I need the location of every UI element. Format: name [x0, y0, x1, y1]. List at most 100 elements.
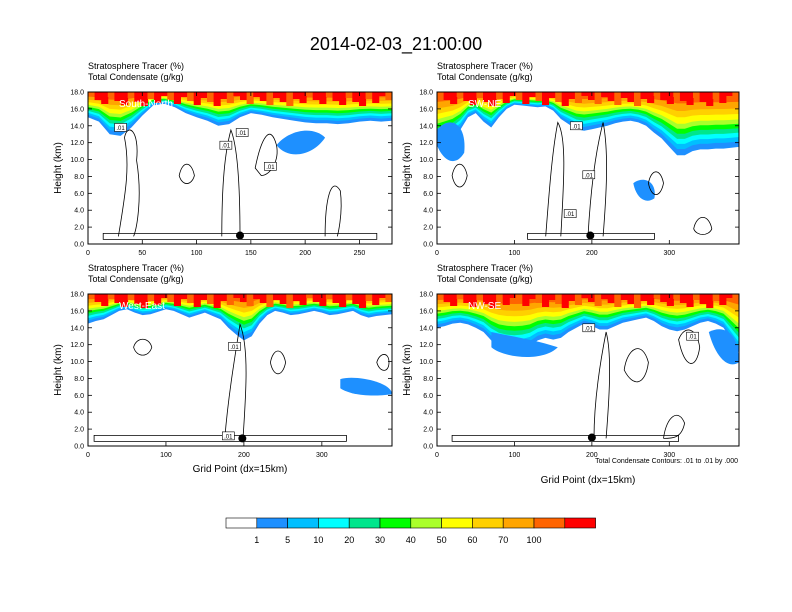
tracer-column — [378, 294, 386, 298]
tracer-column — [450, 92, 458, 104]
tracer-column — [352, 294, 360, 304]
plot-frame — [87, 91, 393, 245]
tracer-column — [140, 294, 148, 308]
y-tick-label: 14.0 — [419, 325, 433, 332]
tracer-column — [134, 92, 142, 102]
tracer-column — [226, 92, 234, 103]
location-marker — [238, 434, 247, 443]
contour-label-box — [563, 209, 577, 218]
tracer-column — [660, 92, 668, 100]
tracer-column — [647, 294, 655, 305]
x-axis-label: Grid Point (dx=15km) — [541, 475, 636, 486]
tracer-column — [712, 92, 720, 99]
tracer-column — [207, 92, 215, 102]
y-tick-label: 4.0 — [74, 410, 84, 417]
tracer-column — [107, 294, 115, 299]
tracer-column — [266, 92, 274, 105]
tracer-column — [640, 294, 648, 301]
condensate-contour — [221, 128, 241, 237]
y-tick-label: 2.0 — [423, 225, 433, 232]
tracer-column — [555, 294, 563, 304]
tracer-column — [522, 294, 530, 306]
contour-label-box — [235, 128, 249, 137]
x-tick-label: 250 — [354, 250, 366, 257]
y-tick-label: 0.0 — [74, 444, 84, 451]
tracer-column — [345, 294, 353, 300]
y-tick-label: 12.0 — [419, 342, 433, 349]
tracer-column — [200, 294, 208, 300]
x-tick-label: 100 — [191, 250, 203, 257]
colorbar-swatch — [441, 517, 473, 529]
tracer-column — [325, 92, 333, 97]
tracer-column — [299, 294, 307, 305]
tracer-column — [88, 92, 96, 96]
tracer-column — [568, 92, 576, 99]
contour-label-box — [264, 162, 277, 171]
colorbar-swatch — [410, 517, 442, 529]
y-tick-label: 8.0 — [423, 174, 433, 181]
tracer-column — [213, 92, 221, 106]
tracer-column — [94, 92, 102, 100]
tracer-column — [220, 294, 228, 301]
tracer-column — [594, 294, 602, 306]
colorbar-swatch — [533, 517, 566, 529]
tracer-column — [443, 294, 451, 302]
tracer-column — [725, 294, 733, 298]
x-tick-label: 0 — [86, 250, 90, 257]
tracer-column — [509, 92, 517, 96]
tracer-column — [359, 294, 367, 308]
colorbar-swatch — [348, 517, 381, 529]
colorbar-label: 60 — [467, 535, 477, 545]
tracer-column — [535, 294, 543, 303]
tracer-column — [568, 294, 576, 301]
tracer-column — [359, 92, 367, 106]
tracer-column — [220, 92, 228, 99]
x-tick-label: 300 — [663, 250, 675, 257]
tracer-column — [319, 92, 327, 104]
colorbar-label: 70 — [498, 535, 508, 545]
tracer-column — [496, 92, 504, 99]
tracer-column — [561, 92, 569, 106]
panel-title: Stratosphere Tracer (%) — [437, 263, 533, 273]
tracer-column — [515, 92, 523, 100]
tracer-column — [187, 294, 195, 303]
tracer-column — [489, 294, 497, 308]
tracer-column — [154, 92, 162, 103]
tracer-column — [437, 294, 445, 298]
tracer-column — [437, 92, 445, 96]
contour-label-box — [228, 342, 241, 351]
tracer-column — [279, 294, 287, 304]
tracer-column — [469, 294, 477, 307]
y-tick-label: 8.0 — [74, 376, 84, 383]
tracer-column — [522, 92, 530, 104]
condensate-blob — [276, 130, 326, 155]
panel-south-north: .01 .01 .01 .01 South-North Stratosphere Trac… — [53, 61, 393, 257]
tracer-field — [437, 294, 739, 365]
tracer-column — [101, 92, 109, 104]
y-tick-label: 8.0 — [423, 376, 433, 383]
tracer-column — [693, 92, 701, 98]
colorbar-swatch — [287, 517, 319, 529]
panel-label: NW-SE — [468, 301, 501, 312]
x-tick-label: 200 — [238, 452, 250, 459]
tracer-column — [273, 92, 281, 98]
tracer-column — [121, 294, 129, 307]
footnote: Total Condensate Contours: .01 to .01 by… — [595, 458, 738, 465]
colorbar-swatch — [318, 517, 350, 529]
condensate-blob — [340, 377, 392, 396]
tracer-column — [240, 92, 248, 100]
tracer-column — [634, 92, 642, 106]
tracer-column — [463, 294, 471, 303]
tracer-field — [88, 294, 392, 396]
tracer-column — [574, 294, 582, 305]
tracer-column — [114, 294, 122, 303]
panel-subtitle: Total Condensate (g/kg) — [88, 274, 184, 284]
condensate-contour — [324, 185, 342, 237]
tracer-column — [601, 294, 609, 299]
tracer-column — [187, 92, 195, 101]
tracer-column — [173, 294, 181, 306]
tracer-column — [352, 92, 360, 102]
y-tick-label: 4.0 — [74, 208, 84, 215]
condensate-contour — [102, 233, 378, 240]
